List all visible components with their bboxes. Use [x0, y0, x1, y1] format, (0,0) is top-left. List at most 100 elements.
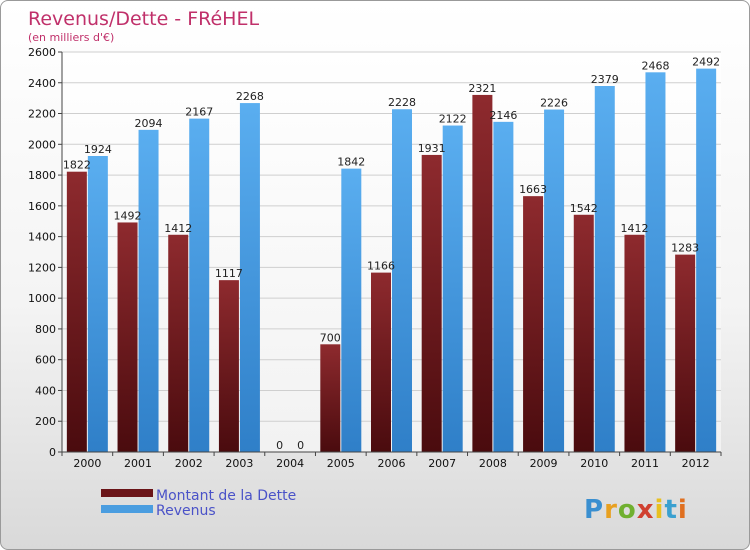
- logo-letter: x: [637, 495, 655, 525]
- chart-title: Revenus/Dette - FRéHEL: [28, 8, 259, 30]
- legend-label-revenus: Revenus: [156, 503, 216, 519]
- bar-revenus-label: 2146: [489, 109, 517, 122]
- y-tick-label: 800: [35, 323, 56, 336]
- y-axis-ticks: 0 200 400 600 800 1000 1200 1400 1600 1800 2000 220…: [28, 46, 62, 459]
- bar-dette-label: 2321: [468, 82, 496, 95]
- bar-dette: [675, 254, 696, 452]
- y-tick-label: 200: [35, 415, 56, 428]
- y-tick-label: 1400: [28, 231, 56, 244]
- logo-letter: i: [655, 495, 665, 525]
- bar-revenus: [493, 121, 514, 452]
- plot-area: [62, 52, 721, 452]
- bar-revenus: [645, 72, 666, 453]
- bar-dette-label: 700: [320, 331, 341, 344]
- x-tick-label: 2011: [631, 457, 659, 470]
- bar-dette-label: 1412: [620, 222, 648, 235]
- bar-dette: [320, 344, 341, 452]
- bar-revenus: [544, 109, 565, 453]
- y-tick-label: 1000: [28, 292, 56, 305]
- y-tick-label: 0: [49, 446, 56, 459]
- bar-revenus-label: 2468: [641, 59, 669, 72]
- bar-dette-label: 1117: [215, 267, 243, 280]
- x-tick-label: 2003: [225, 457, 253, 470]
- bar-revenus-label: 2094: [135, 117, 163, 130]
- bar-dette: [66, 171, 87, 452]
- bar-dette-label: 1931: [418, 142, 446, 155]
- legend-label-dette: Montant de la Dette: [156, 488, 296, 504]
- bar-dette: [117, 222, 138, 452]
- logo-letter: t: [664, 495, 677, 525]
- bar-revenus-label: 2268: [236, 90, 264, 103]
- legend: Montant de la Dette Revenus: [101, 488, 296, 519]
- legend-swatch-dette: [101, 489, 153, 497]
- bar-revenus: [696, 68, 717, 452]
- bar-revenus: [442, 125, 463, 453]
- bar-revenus-label: 1924: [84, 143, 112, 156]
- x-axis-ticks: 2000 2001 2002 2003 2004 2005 2006 2007 2008 2009…: [61, 452, 722, 470]
- x-tick-label: 2010: [580, 457, 608, 470]
- bar-dette: [371, 272, 391, 452]
- bar-dette-label: 1822: [63, 159, 91, 172]
- logo-letter: r: [604, 495, 618, 525]
- logo-letter: P: [584, 495, 604, 525]
- x-tick-label: 2008: [479, 457, 507, 470]
- logo-letter: i: [678, 495, 688, 525]
- bar-dette-label: 1663: [519, 183, 547, 196]
- bar-dette-label: 1412: [164, 222, 192, 235]
- bar-dette-label: 1492: [114, 209, 142, 222]
- y-tick-label: 2400: [28, 77, 56, 90]
- x-tick-label: 2002: [175, 457, 203, 470]
- bar-dette: [421, 154, 442, 452]
- bar-revenus: [341, 168, 362, 452]
- chart-subtitle: (en milliers d'€): [28, 31, 114, 44]
- bar-revenus-label: 2492: [692, 56, 720, 69]
- y-tick-label: 2600: [28, 46, 56, 59]
- bar-dette-label: 0: [276, 439, 283, 452]
- y-tick-label: 2000: [28, 138, 56, 151]
- bar-dette: [168, 234, 189, 452]
- bar-revenus: [594, 86, 615, 452]
- bar-revenus-label: 2226: [540, 97, 568, 110]
- proxiti-logo-text: Proxiti: [584, 495, 688, 525]
- bar-revenus: [392, 109, 412, 452]
- bar-dette: [573, 214, 594, 452]
- bar-revenus: [189, 118, 210, 452]
- bars: [66, 68, 717, 453]
- logo-letter: o: [618, 495, 637, 525]
- x-tick-label: 2006: [378, 457, 406, 470]
- y-tick-label: 1600: [28, 200, 56, 213]
- bar-dette: [624, 234, 645, 452]
- x-tick-label: 2005: [327, 457, 355, 470]
- data-labels: 1822 1924 1492 2094 1412 2167 1117 2268 0 0 700 184…: [63, 56, 720, 452]
- bar-revenus-label: 2379: [591, 73, 619, 86]
- bar-dette-label: 1283: [671, 242, 699, 255]
- x-tick-label: 2007: [428, 457, 456, 470]
- x-tick-label: 2004: [276, 457, 304, 470]
- bar-revenus-label: 0: [297, 439, 304, 452]
- legend-swatch-revenus: [101, 505, 153, 513]
- bar-dette: [472, 94, 493, 452]
- bar-revenus-label: 2228: [388, 96, 416, 109]
- bar-dette-label: 1542: [570, 202, 598, 215]
- bar-revenus: [239, 103, 260, 453]
- bar-revenus: [87, 156, 108, 452]
- proxiti-logo: Proxiti: [584, 495, 688, 525]
- bar-dette: [218, 280, 239, 452]
- bar-dette-label: 1166: [367, 260, 395, 273]
- bar-revenus: [138, 129, 159, 452]
- y-tick-label: 1800: [28, 169, 56, 182]
- x-tick-label: 2001: [124, 457, 152, 470]
- bar-revenus-label: 2122: [439, 113, 467, 126]
- x-tick-label: 2000: [73, 457, 101, 470]
- bar-dette: [523, 196, 544, 452]
- y-tick-label: 2200: [28, 108, 56, 121]
- y-tick-label: 600: [35, 354, 56, 367]
- x-tick-label: 2012: [682, 457, 710, 470]
- bar-revenus-label: 1842: [337, 156, 365, 169]
- bar-revenus-label: 2167: [185, 106, 213, 119]
- y-tick-label: 400: [35, 384, 56, 397]
- y-tick-label: 1200: [28, 261, 56, 274]
- x-tick-label: 2009: [530, 457, 558, 470]
